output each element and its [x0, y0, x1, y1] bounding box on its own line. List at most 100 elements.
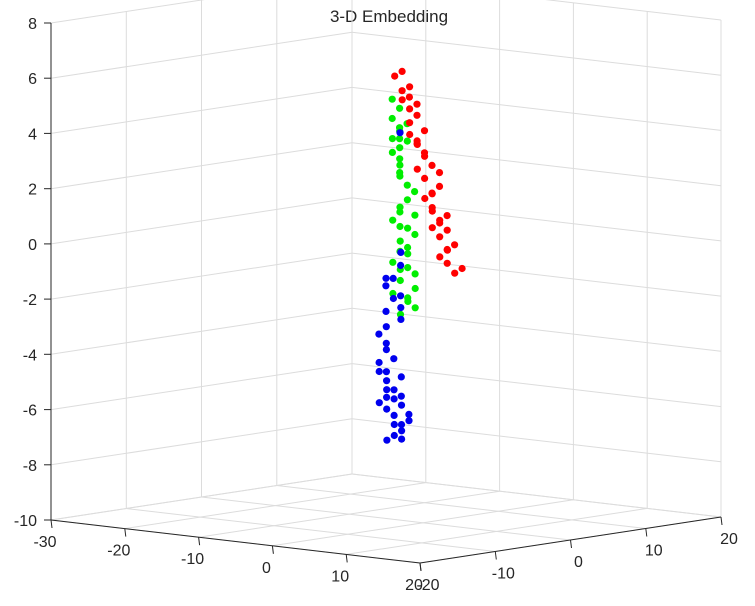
data-point	[406, 130, 414, 139]
data-point	[436, 216, 444, 224]
data-point	[382, 368, 390, 376]
data-point	[396, 129, 404, 137]
data-point	[397, 248, 405, 256]
data-point	[383, 377, 391, 385]
back-wall-gridline	[351, 31, 722, 76]
z-tick-label: 2	[28, 182, 37, 199]
data-point	[388, 95, 396, 103]
data-point	[382, 274, 390, 282]
data-point	[396, 222, 404, 231]
data-point	[382, 339, 390, 347]
floor-gridline	[201, 496, 571, 541]
x-tick-mark	[345, 554, 348, 563]
back-wall-gridline	[351, 473, 722, 518]
data-point	[435, 169, 444, 177]
data-point	[396, 135, 404, 143]
data-point	[436, 253, 444, 261]
x-tick-mark	[124, 528, 127, 537]
data-point	[388, 135, 396, 143]
chart-title: 3-D Embedding	[330, 7, 448, 26]
z-tick-label: 0	[28, 237, 37, 254]
data-point	[396, 276, 404, 285]
data-point	[382, 323, 390, 331]
data-point	[428, 207, 436, 215]
y-tick-mark	[419, 562, 422, 572]
data-point	[403, 137, 411, 145]
data-point	[428, 224, 436, 232]
data-point-layer	[375, 67, 466, 444]
data-point	[396, 161, 404, 169]
data-point	[413, 137, 421, 145]
data-point	[389, 258, 397, 266]
data-point	[390, 355, 398, 363]
z-tick-label: 4	[28, 126, 37, 143]
data-point	[383, 405, 391, 413]
y-tick-mark	[720, 516, 723, 526]
data-point	[396, 208, 404, 216]
data-point	[398, 67, 406, 75]
data-point	[396, 155, 404, 163]
x-tick-label: 0	[262, 560, 271, 577]
data-point	[382, 307, 390, 315]
data-point	[404, 264, 412, 272]
data-point	[406, 105, 414, 113]
side-wall-gridline	[50, 252, 353, 300]
z-tick-label: -2	[23, 292, 37, 309]
data-point	[411, 270, 419, 278]
x-axis-line	[50, 519, 421, 564]
x-tick-label: -10	[181, 551, 204, 568]
data-point	[406, 83, 414, 91]
data-point	[396, 104, 404, 112]
y-tick-label: -20	[416, 577, 439, 594]
data-point	[396, 172, 404, 180]
data-point	[406, 119, 414, 127]
data-point	[405, 417, 413, 425]
data-point	[398, 435, 406, 443]
data-point	[383, 436, 391, 444]
data-point	[397, 392, 405, 400]
data-point	[397, 261, 405, 269]
y-tick-mark	[494, 551, 497, 560]
side-wall-gridline	[50, 418, 353, 466]
data-point	[404, 224, 412, 232]
x-tick-label: 20	[405, 577, 423, 594]
back-wall-gridline	[351, 307, 722, 352]
data-point	[411, 211, 419, 219]
data-point	[396, 237, 404, 245]
y-tick-label: 20	[720, 531, 738, 548]
data-point	[443, 212, 451, 220]
z-tick-label: -8	[23, 458, 37, 475]
data-point	[389, 216, 397, 224]
y-tick-mark	[570, 539, 572, 549]
data-point	[435, 182, 444, 190]
axis-layer	[44, 22, 723, 572]
x-tick-label: -30	[33, 534, 56, 551]
side-wall-gridline	[50, 86, 353, 134]
data-point	[388, 114, 396, 123]
side-wall-gridline	[50, 0, 205, 24]
data-point	[398, 87, 406, 95]
x-tick-mark	[50, 519, 53, 529]
data-point	[397, 401, 406, 409]
back-wall-gridline	[351, 252, 722, 297]
data-point	[413, 100, 421, 108]
data-point	[390, 411, 398, 419]
back-wall-gridline	[351, 418, 722, 463]
data-point	[420, 127, 429, 135]
z-tick-label: 6	[28, 71, 37, 88]
data-point	[397, 373, 405, 381]
side-wall-gridline	[50, 31, 353, 79]
x-tick-label: -20	[107, 543, 130, 560]
back-wall-gridline	[351, 86, 722, 131]
data-point	[382, 282, 390, 290]
back-wall-gridline	[545, 0, 722, 21]
x-tick-mark	[271, 545, 274, 554]
tick-label-layer: 20100-10-20-30-20-1001020-10-8-6-4-20246…	[14, 16, 738, 594]
data-point	[411, 230, 419, 239]
data-point	[396, 144, 404, 152]
data-point	[403, 181, 411, 189]
y-tick-label: 0	[574, 554, 583, 571]
data-point	[397, 315, 405, 323]
